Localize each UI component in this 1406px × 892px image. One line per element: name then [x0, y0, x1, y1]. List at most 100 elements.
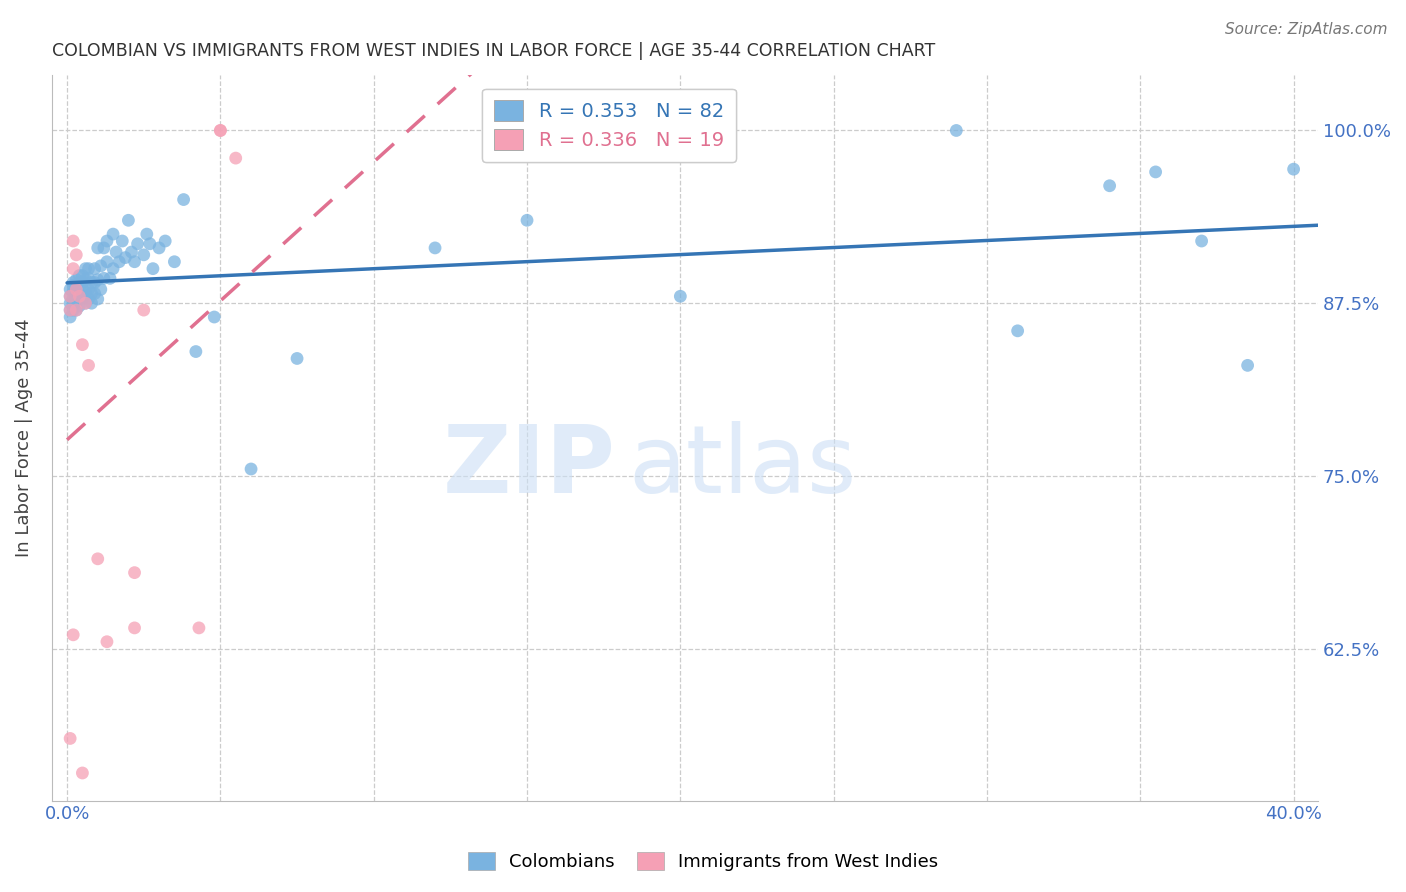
Point	[65, 282, 87, 296]
Point	[77, 359, 100, 373]
Y-axis label: In Labor Force | Age 35-44: In Labor Force | Age 35-44	[15, 318, 32, 558]
Point	[240, 462, 263, 476]
Legend: R = 0.353   N = 82, R = 0.336   N = 19: R = 0.353 N = 82, R = 0.336 N = 19	[482, 88, 735, 162]
Point	[77, 292, 100, 306]
Point	[75, 285, 97, 300]
Point	[1007, 324, 1029, 338]
Point	[80, 296, 103, 310]
Point	[62, 276, 84, 290]
Point	[67, 292, 90, 306]
Point	[163, 254, 186, 268]
Text: atlas: atlas	[628, 421, 856, 513]
Point	[124, 566, 146, 580]
Point	[62, 285, 84, 300]
Point	[114, 251, 136, 265]
Point	[59, 282, 82, 296]
Point	[96, 634, 118, 648]
Point	[1098, 178, 1121, 193]
Point	[105, 245, 128, 260]
Point	[83, 261, 105, 276]
Point	[62, 278, 84, 293]
Point	[67, 276, 90, 290]
Point	[72, 268, 94, 283]
Point	[139, 236, 162, 251]
Point	[135, 227, 157, 241]
Point	[209, 123, 232, 137]
Point	[187, 621, 209, 635]
Point	[132, 303, 155, 318]
Point	[59, 289, 82, 303]
Point	[62, 261, 84, 276]
Point	[75, 273, 97, 287]
Point	[59, 303, 82, 318]
Point	[83, 286, 105, 301]
Point	[65, 278, 87, 293]
Point	[1236, 359, 1258, 373]
Point	[124, 621, 146, 635]
Point	[65, 303, 87, 318]
Point	[65, 289, 87, 303]
Point	[83, 276, 105, 290]
Point	[72, 766, 94, 780]
Point	[945, 123, 967, 137]
Point	[72, 292, 94, 306]
Point	[59, 731, 82, 746]
Point	[516, 213, 538, 227]
Point	[65, 303, 87, 318]
Point	[127, 236, 149, 251]
Point	[101, 261, 124, 276]
Legend: Colombians, Immigrants from West Indies: Colombians, Immigrants from West Indies	[461, 845, 945, 879]
Point	[124, 254, 146, 268]
Point	[59, 303, 82, 318]
Point	[62, 292, 84, 306]
Point	[59, 296, 82, 310]
Point	[90, 259, 112, 273]
Point	[65, 248, 87, 262]
Point	[75, 296, 97, 310]
Point	[90, 282, 112, 296]
Point	[148, 241, 170, 255]
Point	[65, 282, 87, 296]
Point	[1282, 162, 1305, 177]
Point	[72, 337, 94, 351]
Point	[59, 310, 82, 324]
Point	[202, 310, 225, 324]
Point	[62, 296, 84, 310]
Point	[75, 261, 97, 276]
Point	[153, 234, 176, 248]
Point	[59, 289, 82, 303]
Point	[67, 268, 90, 283]
Text: Source: ZipAtlas.com: Source: ZipAtlas.com	[1225, 22, 1388, 37]
Point	[121, 245, 143, 260]
Point	[87, 273, 110, 287]
Point	[101, 227, 124, 241]
Point	[117, 213, 139, 227]
Point	[75, 296, 97, 310]
Point	[72, 282, 94, 296]
Point	[132, 248, 155, 262]
Point	[77, 282, 100, 296]
Point	[96, 254, 118, 268]
Point	[93, 241, 115, 255]
Point	[669, 289, 692, 303]
Point	[111, 234, 134, 248]
Point	[209, 123, 232, 137]
Point	[77, 261, 100, 276]
Point	[62, 234, 84, 248]
Point	[80, 286, 103, 301]
Point	[87, 292, 110, 306]
Point	[1191, 234, 1213, 248]
Point	[67, 286, 90, 301]
Point	[96, 234, 118, 248]
Point	[184, 344, 207, 359]
Point	[65, 296, 87, 310]
Point	[65, 273, 87, 287]
Point	[67, 299, 90, 313]
Text: COLOMBIAN VS IMMIGRANTS FROM WEST INDIES IN LABOR FORCE | AGE 35-44 CORRELATION : COLOMBIAN VS IMMIGRANTS FROM WEST INDIES…	[52, 42, 935, 60]
Text: ZIP: ZIP	[443, 421, 616, 513]
Point	[87, 551, 110, 566]
Point	[173, 193, 195, 207]
Point	[80, 276, 103, 290]
Point	[142, 261, 165, 276]
Point	[108, 254, 131, 268]
